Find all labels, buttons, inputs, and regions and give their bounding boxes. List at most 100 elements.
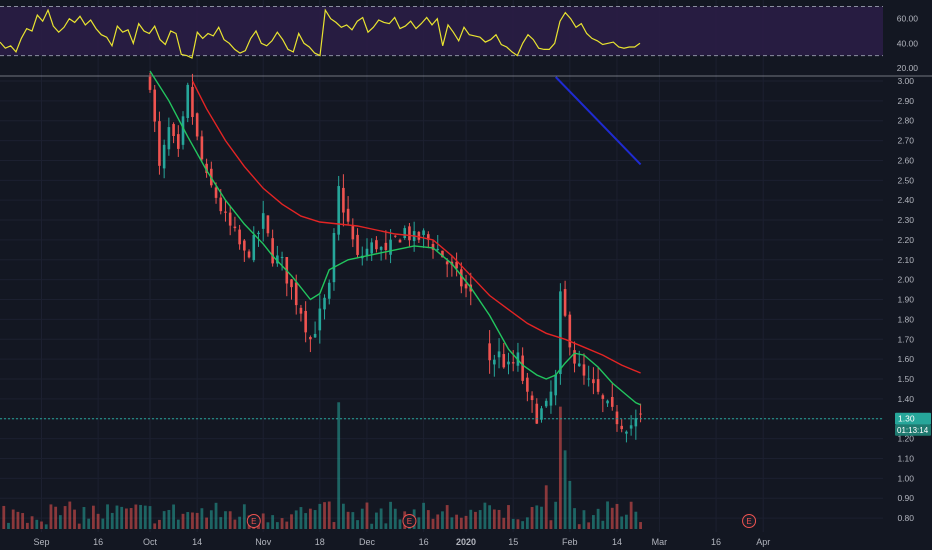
candle[interactable]: [629, 425, 633, 429]
candle[interactable]: [162, 144, 166, 169]
candle[interactable]: [417, 231, 421, 240]
candle[interactable]: [592, 379, 595, 384]
candle[interactable]: [342, 187, 345, 213]
candle[interactable]: [365, 248, 369, 256]
candle[interactable]: [181, 116, 185, 145]
candle[interactable]: [502, 354, 506, 368]
candle[interactable]: [615, 411, 619, 425]
candle[interactable]: [280, 256, 284, 259]
date-axis[interactable]: Sep 16 Oct 14 Nov 18 Dec 16 2020 15 Feb 14 Mar 16 Apr: [34, 537, 771, 547]
candle[interactable]: [606, 400, 609, 404]
candle[interactable]: [582, 364, 586, 376]
candle[interactable]: [158, 121, 161, 166]
candle[interactable]: [620, 425, 623, 430]
candle[interactable]: [271, 238, 274, 264]
candle[interactable]: [332, 232, 336, 283]
candle[interactable]: [389, 239, 392, 255]
candle[interactable]: [247, 251, 251, 258]
candle[interactable]: [464, 284, 468, 289]
price-axis[interactable]: 3.00 2.90 2.80 2.70 2.60 2.50 2.40 2.30 2.20 2.10…: [897, 76, 914, 523]
candle[interactable]: [266, 215, 270, 234]
earnings-marker[interactable]: [246, 514, 261, 528]
candle[interactable]: [257, 232, 260, 235]
candle[interactable]: [497, 351, 501, 358]
candle[interactable]: [441, 250, 444, 258]
candle[interactable]: [573, 350, 576, 364]
candle[interactable]: [455, 261, 458, 269]
rsi-line[interactable]: [0, 8, 641, 59]
candle[interactable]: [379, 246, 383, 250]
candle[interactable]: [195, 113, 199, 137]
candle[interactable]: [337, 186, 340, 235]
candle[interactable]: [408, 226, 411, 241]
candle[interactable]: [153, 89, 157, 122]
candle[interactable]: [370, 242, 373, 254]
candle[interactable]: [488, 343, 491, 361]
candle[interactable]: [554, 374, 557, 396]
candle[interactable]: [261, 213, 265, 229]
candle[interactable]: [493, 359, 496, 365]
candle[interactable]: [214, 187, 218, 198]
candle[interactable]: [233, 226, 237, 229]
candle[interactable]: [186, 84, 190, 118]
candle[interactable]: [191, 86, 194, 118]
candle[interactable]: [276, 255, 279, 264]
candle[interactable]: [507, 361, 510, 365]
candle[interactable]: [568, 314, 572, 348]
candle[interactable]: [634, 418, 638, 427]
candle[interactable]: [313, 333, 317, 338]
candle[interactable]: [559, 291, 562, 375]
candle[interactable]: [219, 197, 223, 212]
candle[interactable]: [521, 355, 524, 381]
rsi-panel[interactable]: [0, 5, 883, 59]
candle[interactable]: [346, 208, 350, 222]
candle[interactable]: [252, 235, 256, 261]
candle[interactable]: [530, 395, 534, 401]
candle[interactable]: [639, 413, 642, 415]
candle[interactable]: [596, 379, 600, 392]
candle[interactable]: [563, 289, 567, 316]
candle[interactable]: [422, 230, 425, 236]
candle[interactable]: [549, 391, 553, 406]
candle[interactable]: [351, 225, 355, 240]
candle[interactable]: [610, 396, 614, 407]
candle[interactable]: [238, 229, 241, 245]
candle[interactable]: [403, 228, 407, 239]
candle[interactable]: [172, 124, 175, 137]
candle[interactable]: [601, 395, 605, 399]
candle[interactable]: [228, 212, 232, 226]
candle[interactable]: [393, 235, 397, 237]
candle[interactable]: [200, 136, 204, 160]
candle[interactable]: [327, 282, 331, 299]
candle[interactable]: [304, 310, 307, 333]
candle[interactable]: [535, 403, 539, 424]
candle[interactable]: [148, 76, 152, 90]
candle[interactable]: [460, 269, 463, 287]
candle[interactable]: [309, 337, 312, 340]
earnings-marker[interactable]: [742, 514, 757, 528]
candle[interactable]: [526, 377, 529, 392]
candle[interactable]: [205, 163, 208, 173]
candle[interactable]: [427, 234, 430, 240]
candle[interactable]: [290, 279, 293, 288]
trend-line[interactable]: [554, 76, 642, 166]
candle[interactable]: [323, 297, 326, 310]
candlesticks[interactable]: [148, 72, 642, 443]
candle[interactable]: [384, 242, 388, 251]
candle[interactable]: [511, 362, 515, 364]
candle[interactable]: [540, 408, 543, 420]
candle[interactable]: [544, 400, 548, 407]
candle[interactable]: [587, 378, 590, 380]
candle[interactable]: [436, 248, 440, 250]
candle[interactable]: [177, 134, 180, 149]
candle[interactable]: [299, 307, 303, 314]
candle[interactable]: [445, 261, 449, 265]
candle[interactable]: [398, 239, 402, 243]
candle[interactable]: [294, 282, 298, 306]
candle[interactable]: [318, 308, 322, 331]
candle[interactable]: [356, 234, 359, 255]
candle[interactable]: [577, 363, 581, 367]
earnings-marker[interactable]: [402, 514, 417, 528]
